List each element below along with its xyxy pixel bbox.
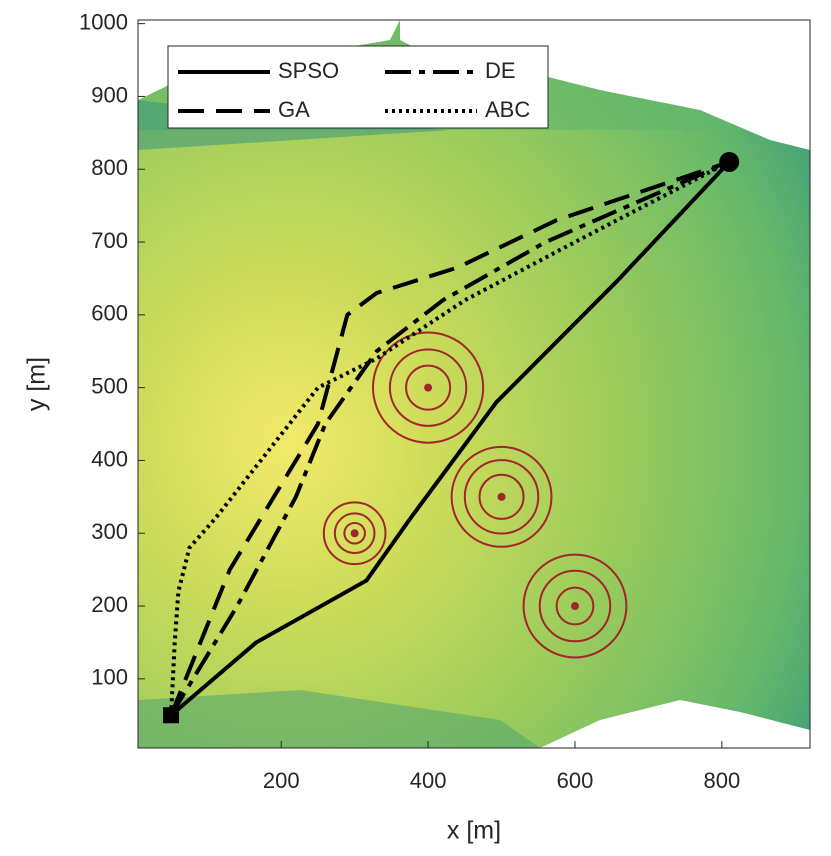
- y-tick-label: 600: [91, 301, 128, 326]
- y-tick-label: 500: [91, 373, 128, 398]
- y-tick-label: 1000: [79, 9, 128, 34]
- threat-ring: [555, 586, 595, 626]
- y-tick-label: 400: [91, 446, 128, 471]
- legend-label: GA: [278, 97, 310, 122]
- threat-center: [497, 492, 506, 501]
- plot-frame: [137, 19, 811, 749]
- threat-ring: [343, 521, 366, 545]
- x-axis-label: x [m]: [447, 817, 501, 845]
- x-tick-label: 400: [410, 768, 447, 793]
- x-tick-label: 200: [263, 768, 300, 793]
- legend: SPSO GA DE ABC: [167, 45, 549, 129]
- y-tick-label: 100: [91, 665, 128, 690]
- y-tick-label: 800: [91, 155, 128, 180]
- path-line: [169, 160, 730, 716]
- y-tick-label: 200: [91, 592, 128, 617]
- threat-ring: [333, 512, 376, 555]
- y-tick-label: 900: [91, 82, 128, 107]
- start-marker: [163, 707, 180, 724]
- threat-ring: [463, 459, 540, 535]
- threat-ring: [450, 445, 553, 548]
- threat-ring: [478, 473, 525, 520]
- legend-label: SPSO: [278, 58, 339, 83]
- x-tick-label: 600: [557, 768, 594, 793]
- threat-center: [424, 383, 433, 392]
- goal-marker: [719, 151, 740, 172]
- threat-ring: [322, 501, 387, 566]
- threat-ring: [388, 348, 468, 427]
- y-tick-label: 300: [91, 519, 128, 544]
- threat-ring: [372, 331, 485, 444]
- threat-ring: [405, 364, 452, 411]
- legend-box: [167, 45, 549, 129]
- y-tick-label: 700: [91, 228, 128, 253]
- legend-label: DE: [485, 58, 516, 83]
- path-line: [169, 160, 731, 717]
- threat-center: [570, 602, 579, 611]
- x-tick-label: 800: [704, 768, 741, 793]
- threat-ring: [522, 553, 628, 659]
- y-axis-label: y [m]: [23, 357, 51, 411]
- threat-center: [350, 529, 359, 538]
- terrain: [138, 20, 810, 748]
- path-line: [169, 160, 731, 717]
- legend-label: ABC: [485, 97, 530, 122]
- path-line: [169, 160, 731, 716]
- threat-ring: [538, 569, 612, 643]
